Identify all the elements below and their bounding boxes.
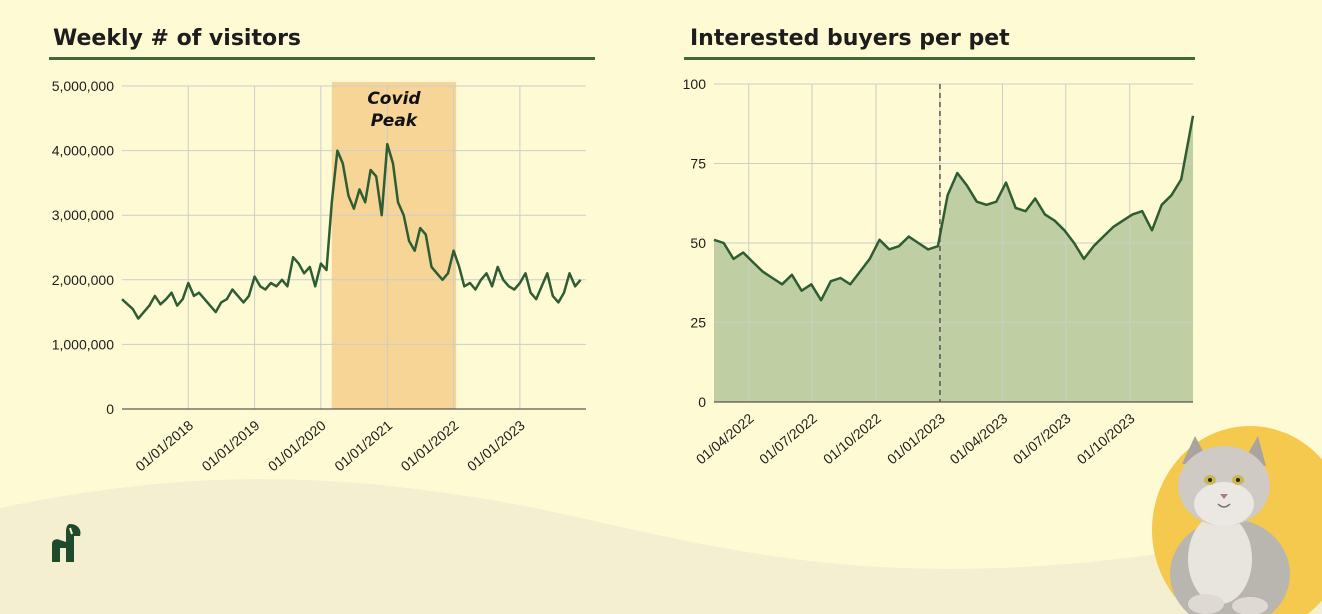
x-tick-label: 01/01/2023 bbox=[884, 410, 948, 467]
chart-title-buyers: Interested buyers per pet bbox=[690, 26, 1010, 51]
x-tick-label: 01/10/2023 bbox=[1074, 410, 1138, 467]
cat-photo bbox=[1170, 436, 1290, 614]
y-tick-label: 0 bbox=[698, 394, 706, 410]
chart-title-visitors: Weekly # of visitors bbox=[53, 26, 302, 51]
y-tick-label: 25 bbox=[690, 315, 706, 331]
covid-peak-band bbox=[331, 82, 457, 409]
visitors-x-ticks: 01/01/2018 01/01/2019 01/01/2020 01/01/2021… bbox=[132, 417, 528, 474]
y-tick-label: 100 bbox=[683, 76, 707, 92]
y-tick-label: 1,000,000 bbox=[52, 336, 114, 352]
y-tick-label: 0 bbox=[106, 401, 114, 417]
y-tick-label: 75 bbox=[690, 156, 706, 172]
x-tick-label: 01/01/2023 bbox=[464, 417, 528, 474]
y-tick-label: 3,000,000 bbox=[52, 207, 114, 223]
visitors-chart: 0 1,000,000 2,000,000 3,000,000 4,000,000 5,0… bbox=[52, 78, 586, 474]
x-tick-label: 01/04/2022 bbox=[693, 410, 757, 467]
x-tick-label: 01/10/2022 bbox=[820, 410, 884, 467]
y-tick-label: 4,000,000 bbox=[52, 143, 114, 159]
buyers-series-area bbox=[714, 115, 1193, 403]
visitors-grid bbox=[122, 85, 586, 409]
visitors-series-line bbox=[121, 142, 582, 320]
buyers-series-line bbox=[713, 115, 1195, 302]
annotation-label-line-1: Covid bbox=[367, 89, 421, 109]
x-tick-label: 01/01/2022 bbox=[398, 417, 462, 474]
x-tick-label: 01/01/2018 bbox=[132, 417, 196, 474]
leaf-logo-icon bbox=[52, 524, 81, 562]
annotation-label-line-2: Peak bbox=[371, 111, 419, 131]
x-tick-label: 01/07/2023 bbox=[1010, 410, 1074, 467]
buyers-y-ticks: 0 25 50 75 100 bbox=[683, 76, 707, 410]
x-tick-label: 01/04/2023 bbox=[946, 410, 1010, 467]
title-rule-right bbox=[684, 57, 1195, 60]
x-tick-label: 01/07/2022 bbox=[756, 410, 820, 467]
y-tick-label: 50 bbox=[690, 235, 706, 251]
y-tick-label: 2,000,000 bbox=[52, 272, 114, 288]
visitors-y-ticks: 0 1,000,000 2,000,000 3,000,000 4,000,000 5,0… bbox=[52, 78, 115, 417]
x-tick-label: 01/01/2019 bbox=[199, 417, 263, 474]
buyers-x-ticks: 01/04/2022 01/07/2022 01/10/2022 01/01/2023… bbox=[693, 410, 1138, 467]
x-tick-label: 01/01/2020 bbox=[265, 417, 329, 474]
title-rule-left bbox=[49, 57, 595, 60]
x-tick-label: 01/01/2021 bbox=[331, 417, 395, 474]
y-tick-label: 5,000,000 bbox=[52, 78, 114, 94]
